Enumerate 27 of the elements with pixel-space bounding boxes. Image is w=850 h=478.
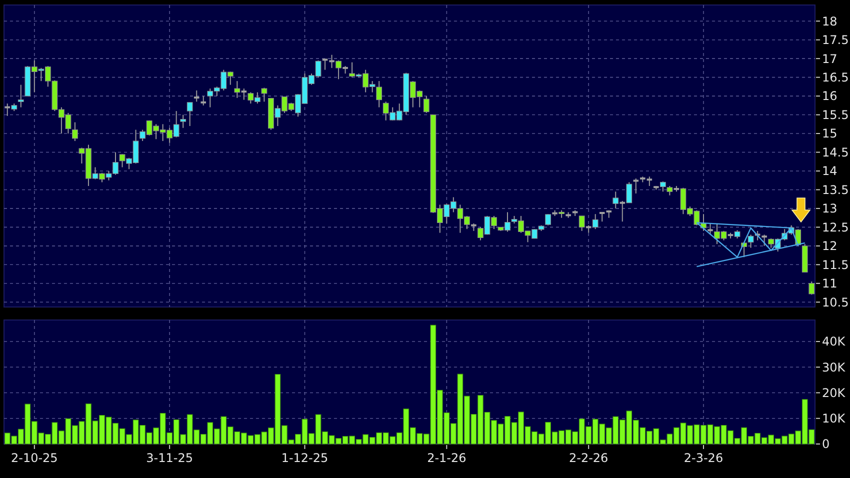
y-tick-label: 12.5	[822, 220, 849, 234]
y-tick-label: 16	[822, 89, 838, 104]
y-tick-label: 0	[822, 437, 830, 452]
y-tick-label: 14	[822, 164, 838, 178]
y-tick-label: 15.5	[822, 108, 849, 122]
y-tick-label: 11	[822, 276, 838, 291]
y-tick-label: 14.5	[822, 145, 849, 160]
y-tick-label: 13	[822, 202, 838, 216]
x-tick-label: 2-2-26	[568, 451, 608, 465]
y-tick-label: 11.5	[822, 258, 849, 272]
x-tick-label: 2-10-25	[10, 451, 58, 465]
y-tick-label: 18	[822, 14, 838, 28]
y-tick-label: 30K	[822, 360, 846, 374]
y-tick-label: 20K	[822, 386, 846, 400]
y-tick-label: 12	[822, 239, 838, 254]
x-tick-label: 2-3-26	[684, 451, 724, 465]
y-tick-label: 10K	[822, 412, 846, 426]
x-tick-label: 1-12-25	[281, 451, 328, 465]
y-tick-label: 15	[822, 126, 838, 141]
y-tick-label: 10.5	[822, 295, 849, 310]
x-tick-label: 3-11-25	[146, 451, 193, 465]
x-tick-label: 2-1-26	[427, 451, 466, 465]
y-tick-label: 13.5	[822, 182, 849, 197]
y-tick-label: 17.5	[822, 33, 849, 48]
y-tick-label: 16.5	[822, 70, 849, 85]
y-tick-label: 17	[822, 52, 838, 66]
y-tick-label: 40K	[822, 334, 846, 349]
